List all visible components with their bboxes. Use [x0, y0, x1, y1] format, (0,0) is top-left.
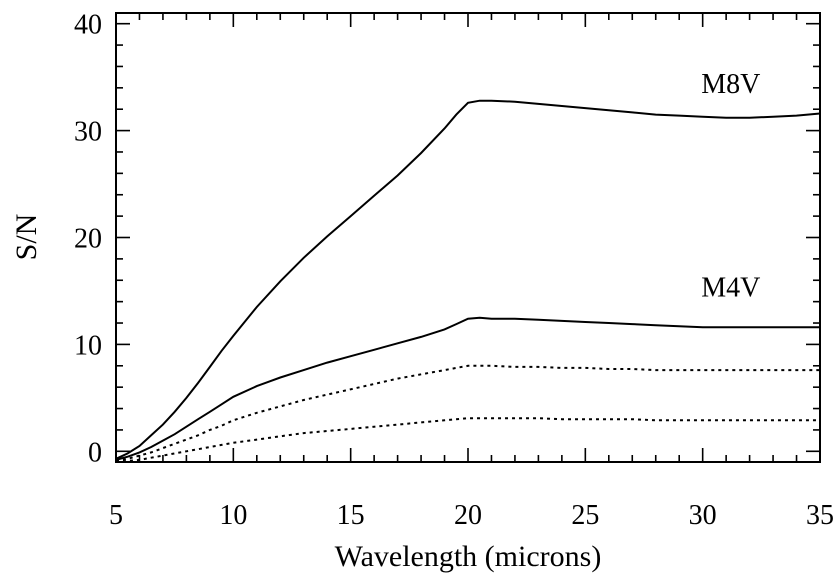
y-axis-label: S/N [10, 214, 43, 261]
series-line-1 [115, 99, 821, 460]
x-tick-label: 10 [219, 500, 247, 531]
x-tick-label: 25 [571, 500, 599, 531]
series-line-3 [115, 364, 820, 462]
x-tick-label: 5 [109, 500, 123, 531]
x-axis-label: Wavelength (microns) [335, 540, 602, 573]
series-line-4 [115, 417, 820, 463]
y-tick-label: 40 [74, 10, 102, 41]
series-annotation-1: M8V [701, 69, 760, 100]
x-tick-label: 35 [806, 500, 834, 531]
y-tick-label: 10 [74, 330, 102, 361]
y-tick-label: 30 [74, 117, 102, 148]
tick-layer [115, 13, 821, 462]
x-tick-label: 20 [454, 500, 482, 531]
y-tick-label: 0 [88, 437, 102, 468]
series-line-2 [115, 316, 820, 461]
series-layer [115, 99, 821, 463]
series-annotation-2: M4V [701, 272, 760, 303]
label-layer: 5 10 15 20 25 30 35 0 10 20 30 40 M8V M4V [74, 10, 834, 531]
y-tick-label: 20 [74, 224, 102, 255]
x-tick-label: 15 [337, 500, 365, 531]
x-tick-label: 30 [689, 500, 717, 531]
